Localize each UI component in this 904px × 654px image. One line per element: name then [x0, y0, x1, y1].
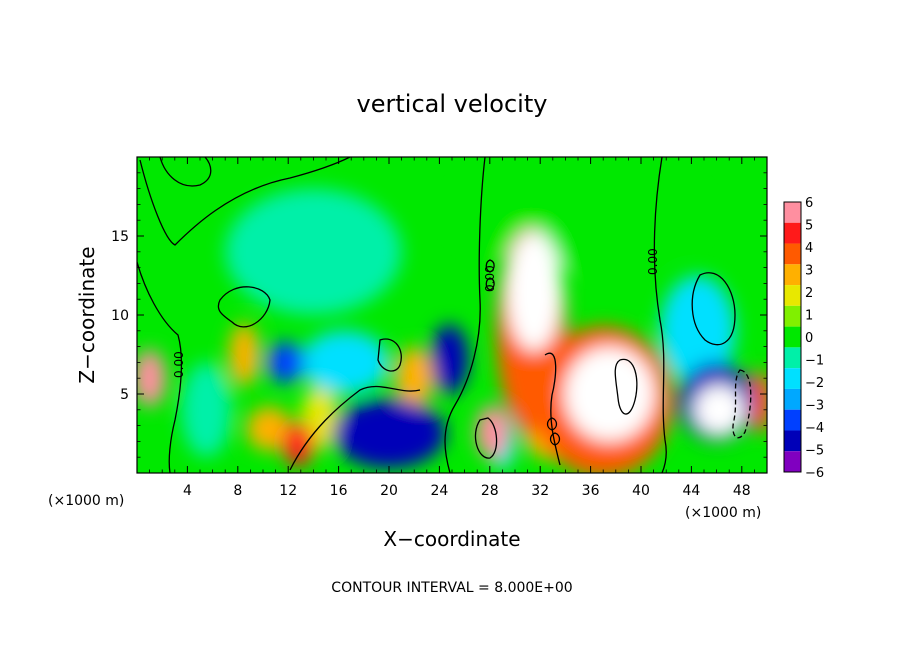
zero-contour-line: [614, 358, 638, 415]
colorbar-label: 4: [805, 241, 813, 256]
colorbar-swatch: [784, 451, 801, 472]
colorbar-swatch: [784, 243, 801, 265]
zero-contour-line: [139, 157, 351, 246]
colorbar-swatch: [784, 222, 801, 244]
contour-interval-note: CONTOUR INTERVAL = 8.000E+00: [331, 580, 572, 596]
y-axis: 5 10 15: [111, 172, 767, 458]
field-anomaly: [281, 422, 315, 467]
zero-contour-line: [474, 417, 498, 459]
field-anomaly: [225, 188, 402, 315]
colorbar-swatch: [784, 368, 801, 389]
colorbar-swatch: [784, 305, 801, 327]
x-tick-label: 16: [330, 483, 348, 499]
colorbar-swatch: [784, 430, 801, 452]
x-tick-label: 36: [582, 483, 600, 499]
zero-contour-line: [653, 157, 667, 473]
zero-contour-line: [485, 277, 495, 291]
x-unit-label-left: (×1000 m): [48, 493, 124, 509]
colorbar: 6 5 4 3 2 1 0 −1 −2 −3 −4 −5 −6: [783, 196, 824, 481]
y-axis-title: Z−coordinate: [75, 246, 99, 383]
zero-contour-line: [159, 157, 212, 187]
x-tick-label: 32: [531, 483, 549, 499]
zero-contour-line: [377, 338, 402, 372]
y-tick-label: 15: [111, 229, 129, 245]
zero-contour-line: [289, 385, 421, 471]
x-tick-label: 4: [183, 483, 192, 499]
field-anomaly: [452, 157, 704, 268]
colorbar-swatch: [784, 409, 801, 431]
colorbar-swatch: [784, 285, 801, 306]
colorbar-swatch: [784, 347, 801, 369]
x-tick-label: 40: [632, 483, 650, 499]
zero-contour-line: [444, 157, 486, 473]
x-tick-label: 44: [682, 483, 700, 499]
x-tick-label: 48: [733, 483, 751, 499]
field-anomaly: [332, 398, 446, 469]
colorbar-label: 6: [805, 196, 813, 211]
field-anomaly: [181, 362, 232, 458]
x-tick-label: 28: [481, 483, 499, 499]
field-anomaly: [137, 349, 166, 407]
colorbar-label: −1: [805, 354, 824, 369]
x-axis: 4 8 12 16 20 24 28 32 36 40 44 48: [149, 157, 755, 499]
zero-contour-line: [485, 259, 495, 273]
x-unit-label-right: (×1000 m): [685, 505, 761, 521]
x-tick-label: 8: [233, 483, 242, 499]
field-anomaly: [693, 384, 745, 436]
field-anomaly: [475, 405, 509, 459]
field-anomaly: [564, 346, 655, 442]
contour-labels: 0.00 0.00 0.00: [172, 248, 660, 378]
colorbar-label: 0: [805, 331, 813, 346]
y-tick-label: 5: [120, 387, 129, 403]
x-tick-label: 24: [430, 483, 448, 499]
field-anomaly: [300, 330, 389, 394]
x-tick-label: 12: [279, 483, 297, 499]
field-anomaly: [228, 322, 260, 387]
x-axis-title: X−coordinate: [383, 527, 520, 551]
field-features: [137, 157, 767, 473]
colorbar-swatch: [784, 264, 801, 286]
x-tick-label: 20: [380, 483, 398, 499]
colorbar-label: 2: [805, 286, 813, 301]
zero-contour-line: [549, 432, 561, 446]
field-anomaly: [430, 324, 469, 394]
field-anomaly: [748, 370, 767, 434]
field-anomaly: [395, 346, 434, 410]
colorbar-frame: [783, 201, 802, 473]
field-anomaly: [266, 341, 305, 383]
plot-area: 0.00 0.00 0.00: [137, 157, 767, 473]
colorbar-label: −6: [805, 466, 824, 481]
chart-title: vertical velocity: [357, 90, 548, 118]
colorbar-swatch: [784, 202, 801, 223]
colorbar-label: 3: [805, 264, 813, 279]
field-anomaly: [246, 406, 292, 451]
colorbar-label: −4: [805, 421, 824, 436]
colorbar-swatch: [784, 326, 801, 348]
zero-contour-line: [732, 369, 752, 439]
colorbar-label: −2: [805, 376, 824, 391]
zero-contour-line: [546, 417, 558, 431]
zero-contour-line: [691, 272, 736, 346]
zero-contour-line: [137, 261, 183, 473]
colorbar-label: −5: [805, 444, 824, 459]
zero-contour-line: [544, 352, 561, 466]
colorbar-label: 1: [805, 309, 813, 324]
colorbar-label: −3: [805, 399, 824, 414]
y-tick-label: 10: [111, 308, 129, 324]
zero-contour-line: [217, 286, 271, 328]
contour-label: 0.00: [483, 265, 497, 292]
contour-label: 0.00: [172, 351, 186, 378]
colorbar-swatch: [784, 388, 801, 410]
field-anomaly: [506, 231, 562, 352]
contour-label: 0.00: [646, 248, 660, 275]
zero-contours: [137, 157, 752, 473]
colorbar-label: 5: [805, 219, 813, 234]
